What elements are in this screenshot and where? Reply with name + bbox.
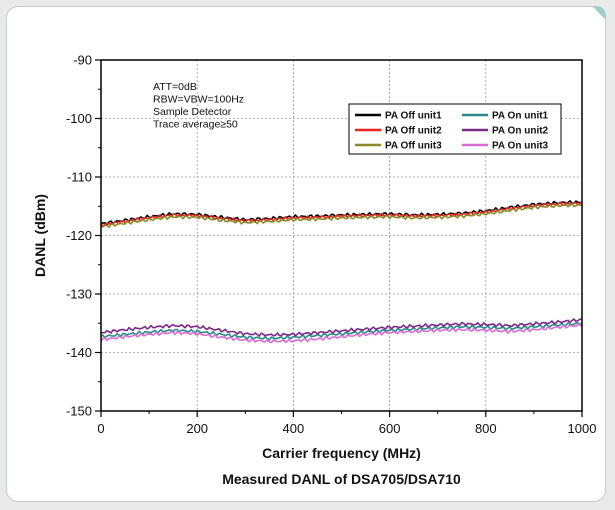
y-tick-label: -150 [66, 404, 92, 419]
series-line [100, 202, 583, 228]
series-line [100, 200, 583, 226]
x-tick-label: 600 [379, 421, 401, 436]
x-tick-label: 1000 [568, 421, 597, 436]
series-line [100, 318, 583, 337]
chart-caption: Measured DANL of DSA705/DSA710 [222, 471, 461, 487]
legend-label: PA On unit3 [492, 141, 549, 152]
x-tick-label: 0 [97, 421, 104, 436]
x-tick-label: 400 [283, 421, 305, 436]
series-line [100, 323, 583, 344]
legend-label: PA Off unit3 [385, 141, 442, 152]
grid-lines [101, 60, 582, 411]
legend-label: PA On unit1 [492, 111, 549, 122]
legend-label: PA On unit2 [492, 126, 549, 137]
figure-frame [6, 6, 606, 502]
y-tick-label: -120 [66, 228, 92, 243]
legend-label: PA Off unit1 [385, 111, 442, 122]
y-tick-label: -140 [66, 345, 92, 360]
annotation-text: Sample Detector [153, 106, 232, 118]
legend-label: PA Off unit2 [385, 126, 442, 137]
annotation-text: Trace average≥50 [153, 119, 238, 131]
annotation-text: RBW=VBW=100Hz [153, 94, 244, 106]
x-tick-label: 800 [475, 421, 497, 436]
series-layer [100, 200, 583, 344]
axis-ticks: -90 -100 -110 -120 -130 -140 -150 0 200 400 600 800… [66, 53, 596, 437]
y-axis-title: DANL (dBm) [32, 194, 48, 277]
legend-box [348, 103, 562, 155]
legend: PA Off unit1 PA Off unit2 PA Off unit3 PA O… [348, 103, 562, 155]
y-tick-label: -100 [66, 111, 92, 126]
annotation-text: ATT=0dB [153, 81, 197, 93]
y-tick-label: -110 [67, 170, 92, 185]
y-tick-label: -90 [73, 53, 92, 68]
y-tick-label: -130 [66, 287, 92, 302]
x-axis-title: Carrier frequency (MHz) [262, 445, 421, 461]
x-tick-label: 200 [186, 421, 208, 436]
